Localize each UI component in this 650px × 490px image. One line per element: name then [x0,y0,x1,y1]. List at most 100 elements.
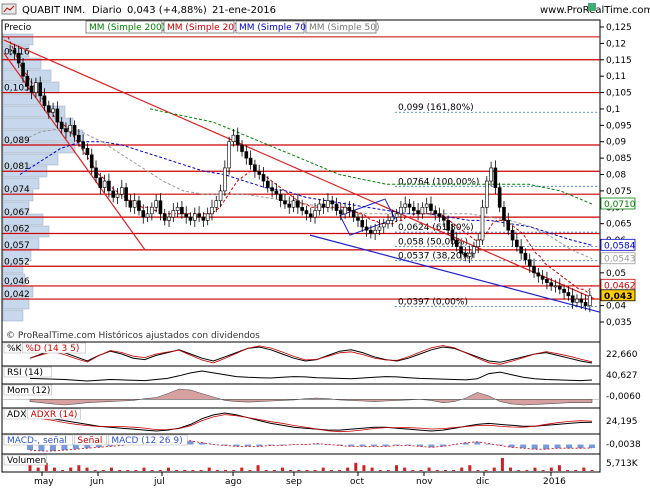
candle-body [137,200,141,211]
candle-body [502,206,506,221]
volume-bar [101,470,105,471]
ma-line-2 [19,128,593,260]
candle-body [527,259,532,267]
volume-bar [118,470,122,471]
legend-mm200: MM (Simple 200) [89,23,165,33]
candle-body [132,200,137,208]
macd-bar [371,444,378,447]
panel-frame [1,365,601,385]
panel-title: Volumen [7,456,46,466]
y-tick-label: 0,035 [606,318,632,328]
volume-bar [134,470,138,471]
candle-body [338,210,343,215]
legend-mm200-box[interactable] [85,20,163,34]
panel-rsi: RSI (14) 40,627 [1,365,638,385]
macd-bar [428,444,435,448]
candle-body [51,108,55,113]
candle-body [253,164,257,172]
right-price-label: 0,0462 [604,281,636,291]
volume-profile-label: 0,042 [4,290,30,300]
volume-profile-bar [2,225,50,238]
panel-line [29,370,593,382]
candle-body [463,252,468,257]
candle-body [579,298,584,303]
panel-title: ADXR (14) [31,410,78,420]
candle-body [442,216,446,221]
candle-body [240,144,244,152]
candle-body [150,206,154,215]
macd-bar [497,444,504,446]
panel-stoch: %K %D (14 3 5) 22,660 [1,341,638,367]
candle-body [283,200,287,205]
panel-title-box[interactable] [3,434,73,446]
volume-bar [329,470,333,471]
volume-bar [248,470,252,471]
candle-body [235,134,240,146]
macd-bar [543,444,550,450]
volume-bar [93,470,97,471]
volume-bar [215,470,219,471]
y-tick-label: 0,095 [606,121,632,131]
panel-last-value: -0,0038 [606,440,641,450]
candle-body [536,272,541,277]
candle-body [545,279,549,283]
volume-bar [256,465,260,471]
candle-body [450,229,455,241]
volume-bar [338,470,342,471]
legend-mm20: MM (Simple 20) [167,23,237,33]
panel-title: Señal [77,436,102,446]
candle-body [467,252,472,257]
panel-adx: ADX ADXR (14) 24,195 [1,407,638,435]
macd-bar [233,444,240,447]
macd-bar [336,444,343,446]
volume-bar [378,470,382,471]
panel-title-box[interactable] [74,434,107,446]
volume-bar [223,470,227,471]
volume-bar [109,467,113,471]
volume-profile-bar [2,309,24,322]
macd-bar [313,443,320,445]
y-tick-label: 0,04 [606,302,626,312]
legend-mm70-box[interactable] [235,20,305,34]
macd-bar [531,444,538,450]
volume-bar [321,467,325,471]
quote-date: 21-ene-2016 [212,5,276,16]
candle-body [523,252,528,261]
candle-body [21,62,25,77]
right-price-box [600,289,636,302]
panel-title-box[interactable] [27,408,81,420]
volume-profile-bar [2,141,76,154]
legend-mm50-box[interactable] [305,20,377,34]
candle-body [390,216,395,221]
panel-title-box[interactable] [108,434,188,446]
panel-title-box[interactable] [3,342,21,354]
y-tick-label: 0,1 [606,105,620,115]
volume-profile-label: 0,116 [4,48,30,58]
macd-bar [577,444,584,449]
legend-mm20-box[interactable] [163,20,235,34]
panel-title-box[interactable] [3,366,52,378]
macd-bar [485,443,492,445]
right-price-label: 0,043 [604,292,632,302]
volume-bar [297,470,301,471]
panel-title-box[interactable] [3,408,26,420]
panel-title-box[interactable] [3,454,47,466]
y-tick-label: 0,12 [606,39,626,49]
candle-body [515,239,519,247]
candle-body [180,206,184,215]
panel-title-box[interactable] [22,342,86,354]
volume-bar [452,470,456,471]
volume-bar [354,462,358,471]
volume-profile-bar [2,105,66,118]
right-price-box [600,252,636,265]
candle-body [330,200,335,205]
panel-line-secondary [29,345,593,365]
candle-body [313,210,317,218]
volume-bar [289,470,293,471]
panel-title-box[interactable] [3,384,52,396]
y-tick-label: 0,09 [606,138,626,148]
macd-bar [451,444,458,446]
candle-body [77,134,81,143]
